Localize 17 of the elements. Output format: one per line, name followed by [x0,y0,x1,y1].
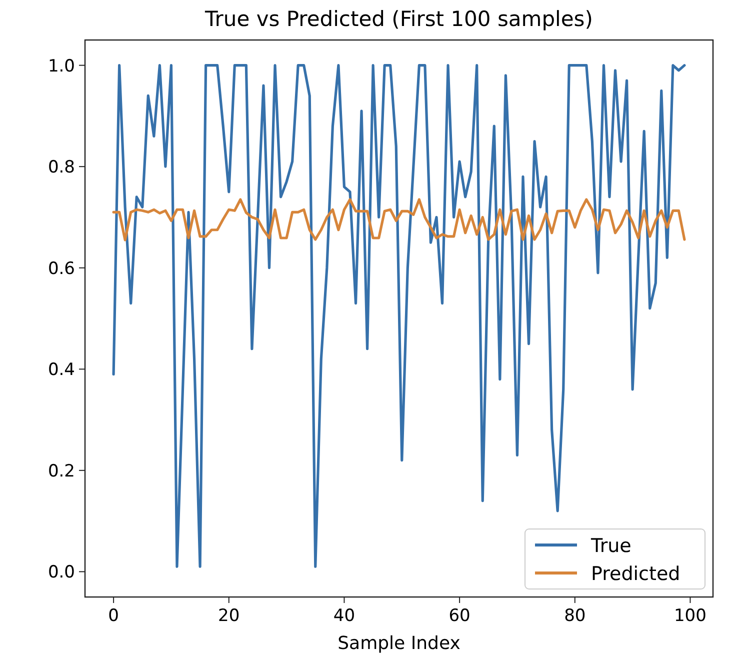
y-tick-label: 1.0 [48,56,75,76]
x-tick-label: 20 [218,606,240,626]
x-tick-label: 40 [333,606,356,626]
x-tick-label: 60 [448,606,470,626]
x-tick-label: 100 [674,606,706,626]
legend-label: True [590,535,632,557]
x-tick-label: 80 [564,606,586,626]
y-tick-label: 0.4 [48,360,75,380]
y-tick-label: 0.2 [48,461,75,482]
legend-label: Predicted [591,563,680,585]
chart-title: True vs Predicted (First 100 samples) [204,7,593,31]
y-tick-label: 0.0 [48,562,75,583]
x-tick-label: 0 [108,606,119,626]
line-series [112,198,686,242]
x-axis-title: Sample Index [338,633,461,654]
y-tick-label: 0.6 [48,258,75,279]
y-tick-label: 0.8 [48,158,75,178]
